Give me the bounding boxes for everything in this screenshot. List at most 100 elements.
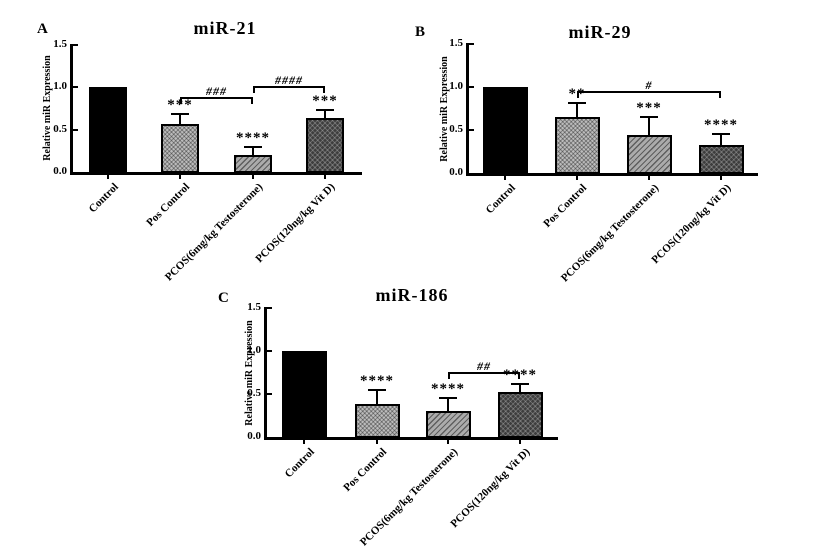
panel-b-mir29: B miR-29 Relative miR Expression 0.0 0.5 1… [410,12,810,284]
y-axis-line [264,307,267,440]
y-tick-label: 1.5 [449,37,463,49]
x-axis-tick [252,175,254,179]
y-axis-tick [469,43,474,45]
y-axis-tick [267,393,272,395]
y-tick-label: 0.5 [449,123,463,135]
x-tick-label: Pos Control [541,182,590,230]
x-tick-label: Pos Control [144,181,193,229]
x-axis-tick [179,175,181,179]
y-axis-label: Relative miR Expression [244,320,255,426]
chart-title-mir21: miR-21 [193,18,257,38]
x-tick-label: Control [86,181,121,216]
y-axis-label-wrap: Relative miR Expression [239,303,255,443]
bracket-end-tick [518,373,520,379]
bar-pcos-6mg-kg-testosterone [234,155,272,173]
bar-control [89,87,127,173]
error-bar-cap [171,113,189,116]
significance-stars: ** [542,87,612,102]
x-axis-tick [576,176,578,180]
chart-title-mir186: miR-186 [375,285,449,305]
error-bar-stem [376,388,378,405]
chart-title-mir29: miR-29 [568,22,632,42]
y-axis-tick [469,129,474,131]
significance-stars: *** [636,100,662,117]
y-axis-label-wrap: Relative miR Expression [434,39,450,179]
y-tick-label: 0.0 [449,166,463,178]
x-axis-tick [720,176,722,180]
error-bar-cap [640,116,658,119]
bracket-end-tick [719,93,721,99]
y-tick-label: 0.5 [247,387,261,399]
error-bar-stem [252,145,254,155]
error-bar-stem [179,113,181,124]
error-bar-stem [447,397,449,412]
x-tick-label: PCOS(120ng/kg Vit D) [253,181,338,266]
y-axis-tick [73,86,78,88]
x-axis-tick [447,440,449,444]
bar-pcos-6mg-kg-testosterone [626,135,672,174]
x-axis-tick [648,176,650,180]
bar-pos-control [554,117,600,174]
y-axis-tick [267,350,272,352]
x-tick-label: Control [483,182,518,217]
comparison-bracket: #### [253,73,325,94]
x-axis-line [466,173,758,176]
y-axis-tick [73,43,78,46]
bracket-significance-label: ## [477,358,491,373]
x-tick-label: PCOS(120ng/kg Vit D) [448,446,533,531]
error-bar-cap [439,397,457,400]
bracket-end-tick [180,99,182,105]
error-bar-cap [368,388,386,391]
significance-stars: **** [704,116,738,133]
comparison-bracket: ### [180,84,253,105]
y-axis-label: Relative miR Expression [439,56,450,162]
bar-control [281,351,327,438]
panel-letter-a: A [37,21,48,37]
x-axis-line [70,172,362,175]
y-axis-tick [267,307,272,309]
error-bar-stem [576,102,578,118]
panel-a-mir21: A miR-21 Relative miR Expression 0.0 0.5 1… [30,12,430,283]
y-tick-label: 0.0 [247,430,261,442]
panel-letter-c: C [218,290,229,306]
y-tick-label: 1.0 [247,344,261,356]
bracket-end-tick [251,99,253,105]
significance-stars: **** [431,381,465,398]
x-axis-tick [107,175,109,179]
bar-pcos-6mg-kg-testosterone [425,411,471,438]
x-tick-label: Pos Control [341,446,390,494]
bracket-end-tick [253,88,255,94]
y-axis-line [466,43,469,176]
x-axis-line [264,437,558,440]
y-tick-label: 1.5 [53,37,67,50]
y-axis-label: Relative miR Expression [42,55,53,161]
bar-control [482,87,528,174]
comparison-bracket: # [577,78,721,99]
panel-letter-b: B [415,24,426,40]
x-tick-label: PCOS(120ng/kg Vit D) [649,182,734,267]
bar-pcos-120ng-kg-vit-d [306,118,344,173]
y-tick-label: 1.5 [247,301,261,313]
y-tick-label: 0.0 [53,165,67,177]
y-axis-line [70,43,73,175]
bracket-end-tick [323,88,325,94]
panel-c-mir186: C miR-186 Relative miR Expression 0.0 0.5… [210,283,610,548]
error-bar-cap [316,109,334,112]
x-axis-tick [303,440,305,444]
x-tick-label: Control [282,446,317,481]
x-axis-tick [324,175,326,179]
error-bar-cap [712,132,730,135]
significance-stars: **** [236,129,270,146]
bar-pos-control [354,404,400,438]
bar-pcos-120ng-kg-vit-d [698,144,744,174]
error-bar-cap [568,102,586,105]
y-axis-tick [73,128,78,131]
bracket-significance-label: #### [275,73,303,88]
error-bar-cap [511,382,529,385]
y-tick-label: 1.0 [53,80,67,92]
y-tick-label: 0.5 [53,122,67,135]
significance-stars: **** [360,372,394,389]
comparison-bracket: ## [448,359,520,380]
x-axis-tick [504,176,506,180]
significance-stars: *** [167,97,193,114]
